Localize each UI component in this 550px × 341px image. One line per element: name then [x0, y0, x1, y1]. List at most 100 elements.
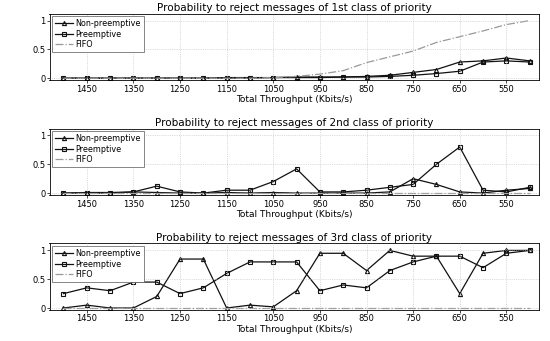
Preemptive: [246, 76, 253, 80]
Preemptive: [480, 188, 486, 192]
Non-preemptive: [503, 56, 510, 60]
Non-preemptive: [107, 306, 113, 310]
Non-preemptive: [317, 75, 323, 79]
Non-preemptive: [200, 257, 207, 261]
Preemptive: [503, 251, 510, 255]
Preemptive: [340, 75, 346, 79]
Preemptive: [456, 254, 463, 258]
Preemptive: [153, 76, 160, 80]
FIFO: [177, 76, 183, 80]
FIFO: [223, 191, 230, 195]
FIFO: [270, 191, 277, 195]
FIFO: [293, 74, 300, 78]
FIFO: [84, 306, 90, 310]
Preemptive: [270, 179, 277, 183]
Legend: Non-preemptive, Preemptive, FIFO: Non-preemptive, Preemptive, FIFO: [52, 16, 144, 53]
Preemptive: [480, 266, 486, 270]
FIFO: [60, 76, 67, 80]
FIFO: [526, 191, 533, 195]
FIFO: [60, 191, 67, 195]
FIFO: [410, 49, 416, 53]
Non-preemptive: [456, 60, 463, 64]
Preemptive: [223, 76, 230, 80]
Non-preemptive: [340, 75, 346, 79]
FIFO: [410, 306, 416, 310]
Non-preemptive: [130, 306, 137, 310]
Non-preemptive: [177, 76, 183, 80]
Preemptive: [363, 188, 370, 192]
Non-preemptive: [410, 177, 416, 181]
Non-preemptive: [223, 191, 230, 195]
Preemptive: [107, 289, 113, 293]
FIFO: [84, 191, 90, 195]
FIFO: [340, 191, 346, 195]
FIFO: [363, 61, 370, 65]
FIFO: [177, 306, 183, 310]
FIFO: [363, 191, 370, 195]
Preemptive: [60, 191, 67, 195]
Preemptive: [84, 191, 90, 195]
Preemptive: [270, 76, 277, 80]
Non-preemptive: [60, 76, 67, 80]
FIFO: [456, 191, 463, 195]
FIFO: [246, 191, 253, 195]
Non-preemptive: [200, 191, 207, 195]
Non-preemptive: [456, 292, 463, 296]
FIFO: [480, 306, 486, 310]
Non-preemptive: [223, 76, 230, 80]
FIFO: [526, 18, 533, 23]
Preemptive: [246, 188, 253, 192]
Title: Probability to reject messages of 1st class of priority: Probability to reject messages of 1st cl…: [157, 3, 432, 13]
Preemptive: [433, 162, 440, 166]
Non-preemptive: [340, 191, 346, 195]
Preemptive: [317, 289, 323, 293]
Non-preemptive: [433, 254, 440, 258]
FIFO: [293, 306, 300, 310]
FIFO: [107, 306, 113, 310]
Non-preemptive: [84, 303, 90, 307]
FIFO: [503, 306, 510, 310]
FIFO: [177, 191, 183, 195]
Non-preemptive: [270, 76, 277, 80]
Preemptive: [526, 60, 533, 64]
Line: Non-preemptive: Non-preemptive: [62, 56, 532, 80]
Preemptive: [223, 271, 230, 276]
Line: Preemptive: Preemptive: [62, 59, 532, 80]
Preemptive: [410, 260, 416, 264]
Non-preemptive: [177, 191, 183, 195]
Preemptive: [60, 292, 67, 296]
FIFO: [503, 23, 510, 27]
Title: Probability to reject messages of 3rd class of priority: Probability to reject messages of 3rd cl…: [156, 233, 432, 243]
Preemptive: [526, 248, 533, 252]
Non-preemptive: [153, 76, 160, 80]
Non-preemptive: [503, 248, 510, 252]
Non-preemptive: [84, 76, 90, 80]
Preemptive: [387, 268, 393, 272]
Non-preemptive: [60, 306, 67, 310]
Non-preemptive: [433, 182, 440, 187]
FIFO: [200, 306, 207, 310]
Non-preemptive: [363, 191, 370, 195]
FIFO: [363, 306, 370, 310]
Line: Preemptive: Preemptive: [62, 248, 532, 296]
Non-preemptive: [410, 254, 416, 258]
Non-preemptive: [130, 190, 137, 194]
Non-preemptive: [317, 251, 323, 255]
Non-preemptive: [293, 75, 300, 79]
FIFO: [387, 306, 393, 310]
FIFO: [223, 306, 230, 310]
FIFO: [456, 35, 463, 39]
Non-preemptive: [387, 248, 393, 252]
X-axis label: Total Throughput (Kbits/s): Total Throughput (Kbits/s): [236, 325, 353, 334]
Non-preemptive: [363, 268, 370, 272]
FIFO: [317, 306, 323, 310]
Preemptive: [130, 280, 137, 284]
Legend: Non-preemptive, Preemptive, FIFO: Non-preemptive, Preemptive, FIFO: [52, 246, 144, 282]
FIFO: [130, 191, 137, 195]
FIFO: [293, 191, 300, 195]
Preemptive: [153, 184, 160, 188]
Preemptive: [503, 190, 510, 194]
Preemptive: [177, 190, 183, 194]
Non-preemptive: [270, 191, 277, 195]
Non-preemptive: [293, 191, 300, 195]
